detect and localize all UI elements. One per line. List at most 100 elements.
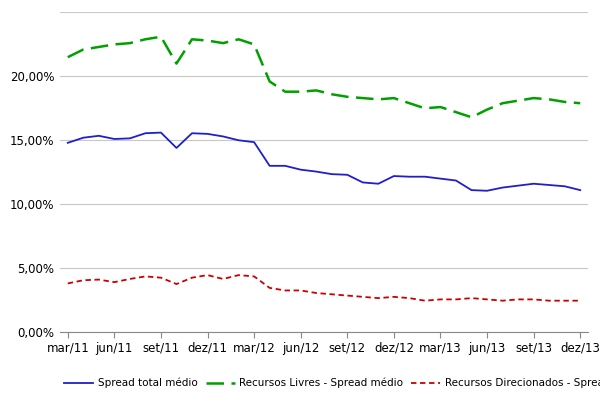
Recursos Direcionados - Spread médio [344, 293, 351, 298]
Spread total médio [157, 130, 164, 135]
Recursos Direcionados - Spread médio [484, 297, 491, 302]
Recursos Livres - Spread médio [530, 95, 537, 100]
Recursos Direcionados - Spread médio [64, 281, 71, 286]
Recursos Livres - Spread médio [64, 55, 71, 60]
Spread total médio [251, 140, 258, 145]
Recursos Direcionados - Spread médio [142, 274, 149, 279]
Spread total médio [95, 133, 103, 138]
Recursos Livres - Spread médio [359, 95, 367, 100]
Spread total médio [297, 167, 304, 172]
Recursos Livres - Spread médio [126, 41, 133, 46]
Recursos Direcionados - Spread médio [251, 274, 258, 279]
Recursos Livres - Spread médio [142, 37, 149, 42]
Spread total médio [220, 134, 227, 139]
Recursos Direcionados - Spread médio [530, 297, 537, 302]
Recursos Livres - Spread médio [235, 37, 242, 42]
Spread total médio [530, 181, 537, 186]
Legend: Spread total médio, Recursos Livres - Spread médio, Recursos Direcionados - Spre: Spread total médio, Recursos Livres - Sp… [60, 374, 600, 392]
Recursos Direcionados - Spread médio [499, 298, 506, 303]
Line: Spread total médio: Spread total médio [68, 133, 580, 191]
Recursos Livres - Spread médio [499, 101, 506, 106]
Recursos Livres - Spread médio [111, 42, 118, 47]
Line: Recursos Direcionados - Spread médio: Recursos Direcionados - Spread médio [68, 275, 580, 301]
Recursos Livres - Spread médio [220, 41, 227, 46]
Recursos Livres - Spread médio [297, 89, 304, 94]
Recursos Livres - Spread médio [406, 101, 413, 106]
Spread total médio [235, 138, 242, 143]
Spread total médio [344, 172, 351, 177]
Recursos Direcionados - Spread médio [545, 298, 553, 303]
Recursos Livres - Spread médio [266, 79, 273, 84]
Recursos Livres - Spread médio [577, 101, 584, 106]
Recursos Livres - Spread médio [328, 92, 335, 97]
Recursos Direcionados - Spread médio [80, 278, 87, 283]
Recursos Direcionados - Spread médio [157, 275, 164, 280]
Recursos Livres - Spread médio [561, 100, 568, 105]
Recursos Direcionados - Spread médio [452, 297, 460, 302]
Recursos Livres - Spread médio [468, 115, 475, 120]
Recursos Livres - Spread médio [437, 105, 444, 110]
Spread total médio [561, 184, 568, 189]
Recursos Direcionados - Spread médio [359, 294, 367, 299]
Recursos Livres - Spread médio [545, 97, 553, 102]
Recursos Direcionados - Spread médio [406, 295, 413, 300]
Spread total médio [421, 174, 428, 179]
Recursos Direcionados - Spread médio [390, 294, 397, 299]
Spread total médio [80, 135, 87, 140]
Spread total médio [468, 188, 475, 193]
Recursos Direcionados - Spread médio [421, 298, 428, 303]
Recursos Direcionados - Spread médio [297, 288, 304, 293]
Recursos Direcionados - Spread médio [577, 298, 584, 303]
Recursos Livres - Spread médio [173, 61, 180, 66]
Recursos Direcionados - Spread médio [281, 288, 289, 293]
Recursos Direcionados - Spread médio [95, 277, 103, 282]
Recursos Livres - Spread médio [344, 94, 351, 99]
Spread total médio [64, 140, 71, 145]
Spread total médio [545, 183, 553, 188]
Recursos Direcionados - Spread médio [515, 297, 522, 302]
Recursos Livres - Spread médio [204, 38, 211, 43]
Recursos Direcionados - Spread médio [437, 297, 444, 302]
Recursos Livres - Spread médio [452, 110, 460, 115]
Recursos Direcionados - Spread médio [188, 275, 196, 280]
Recursos Livres - Spread médio [251, 42, 258, 47]
Spread total médio [406, 174, 413, 179]
Recursos Livres - Spread médio [515, 98, 522, 103]
Recursos Livres - Spread médio [281, 89, 289, 94]
Spread total médio [281, 164, 289, 168]
Recursos Direcionados - Spread médio [220, 276, 227, 281]
Recursos Livres - Spread médio [313, 88, 320, 93]
Recursos Livres - Spread médio [421, 106, 428, 111]
Spread total médio [515, 183, 522, 188]
Recursos Livres - Spread médio [188, 37, 196, 42]
Spread total médio [375, 181, 382, 186]
Spread total médio [328, 172, 335, 177]
Spread total médio [359, 180, 367, 185]
Recursos Direcionados - Spread médio [204, 273, 211, 278]
Recursos Direcionados - Spread médio [313, 290, 320, 295]
Spread total médio [111, 137, 118, 142]
Spread total médio [452, 178, 460, 183]
Spread total médio [173, 145, 180, 150]
Recursos Livres - Spread médio [157, 34, 164, 39]
Recursos Direcionados - Spread médio [375, 295, 382, 300]
Recursos Direcionados - Spread médio [111, 280, 118, 285]
Recursos Direcionados - Spread médio [328, 292, 335, 297]
Recursos Livres - Spread médio [80, 47, 87, 52]
Spread total médio [390, 173, 397, 178]
Spread total médio [437, 176, 444, 181]
Spread total médio [188, 131, 196, 136]
Spread total médio [484, 188, 491, 193]
Recursos Livres - Spread médio [95, 44, 103, 49]
Spread total médio [142, 131, 149, 136]
Recursos Livres - Spread médio [390, 95, 397, 100]
Line: Recursos Livres - Spread médio: Recursos Livres - Spread médio [68, 37, 580, 117]
Recursos Direcionados - Spread médio [126, 276, 133, 281]
Recursos Direcionados - Spread médio [468, 295, 475, 300]
Recursos Direcionados - Spread médio [266, 286, 273, 290]
Spread total médio [313, 169, 320, 174]
Spread total médio [577, 188, 584, 193]
Recursos Direcionados - Spread médio [173, 281, 180, 286]
Spread total médio [126, 136, 133, 141]
Recursos Livres - Spread médio [484, 107, 491, 112]
